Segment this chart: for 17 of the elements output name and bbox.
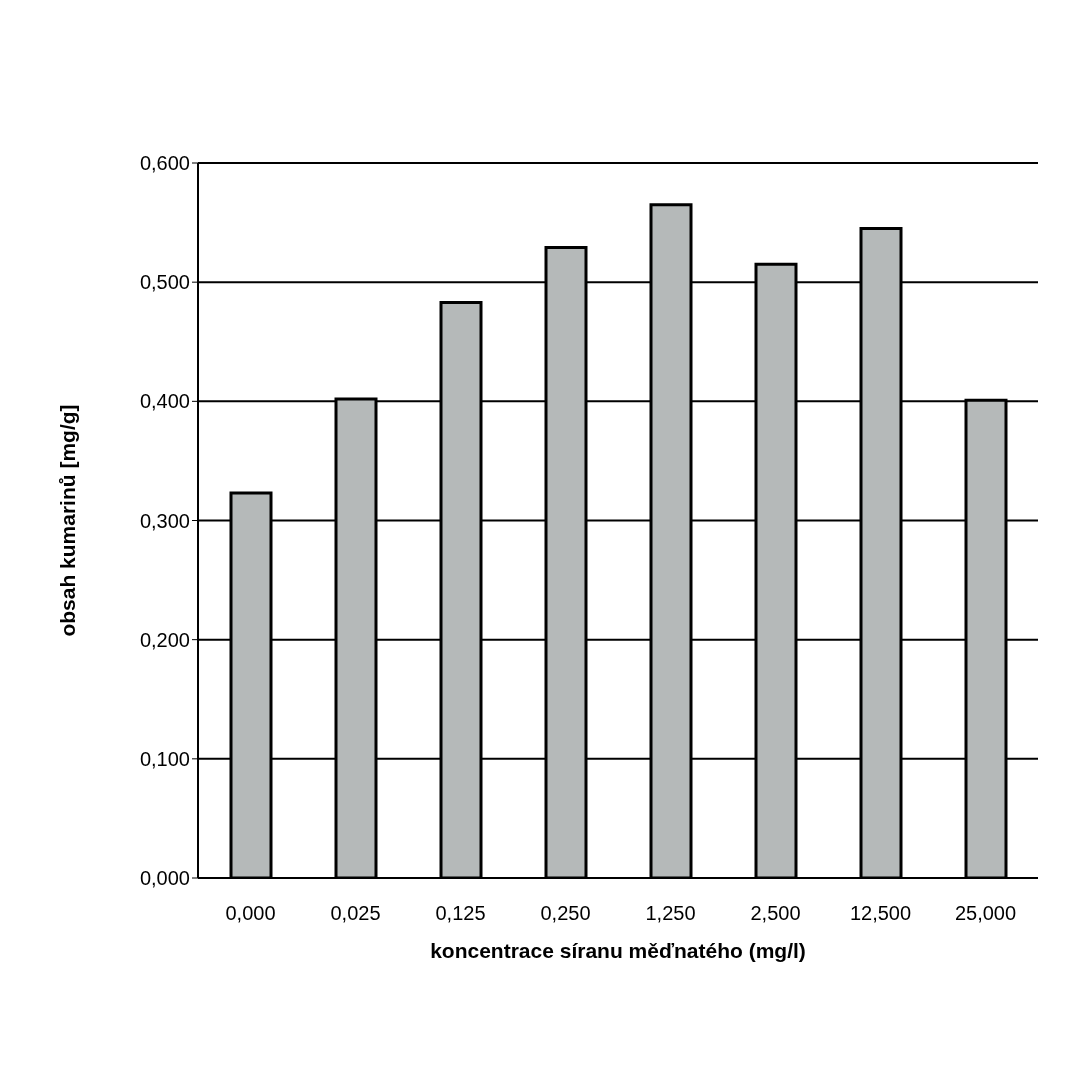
x-tick-label: 0,025	[330, 902, 381, 925]
x-tick-label: 25,000	[954, 902, 1017, 925]
x-tick-label: 12,500	[849, 902, 912, 925]
y-tick-label: 0,300	[139, 509, 190, 532]
y-tick-label: 0,000	[139, 867, 190, 890]
y-tick-label: 0,500	[139, 271, 190, 294]
y-tick-label: 0,600	[139, 152, 190, 175]
y-tick-label: 0,100	[139, 747, 190, 770]
y-tick-label: 0,400	[139, 390, 190, 413]
x-tick-label: 0,000	[225, 902, 276, 925]
x-tick-label: 1,250	[645, 902, 696, 925]
y-tick-label: 0,200	[139, 628, 190, 651]
y-axis-title: obsah kumarinů [mg/g]	[56, 404, 80, 637]
x-tick-label: 0,125	[435, 902, 486, 925]
x-tick-label: 0,250	[540, 902, 591, 925]
x-tick-label: 2,500	[750, 902, 801, 925]
x-axis-title: koncentrace síranu měďnatého (mg/l)	[430, 939, 806, 962]
